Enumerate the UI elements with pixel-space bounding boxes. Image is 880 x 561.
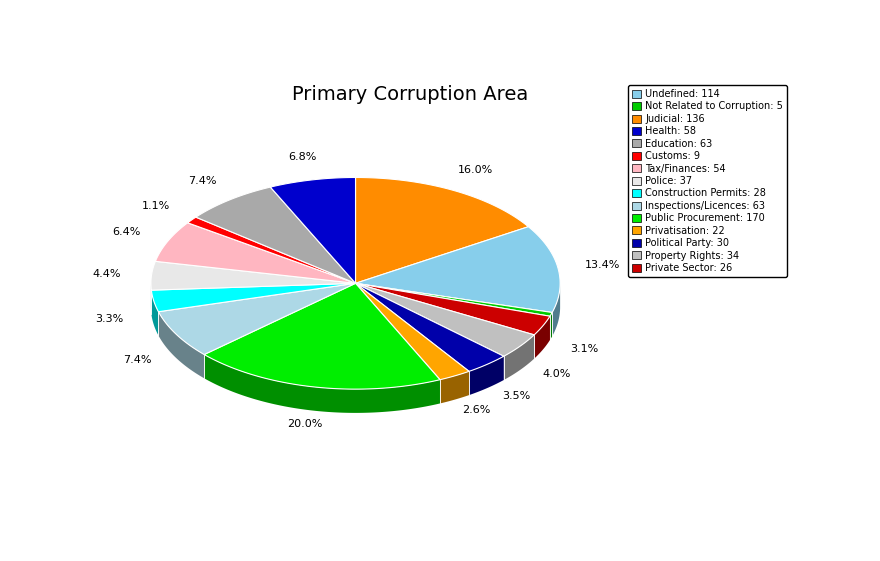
Polygon shape <box>356 283 469 380</box>
Text: 20.0%: 20.0% <box>288 419 323 429</box>
Text: 4.0%: 4.0% <box>542 369 571 379</box>
Legend: Undefined: 114, Not Related to Corruption: 5, Judicial: 136, Health: 58, Educati: Undefined: 114, Not Related to Corruptio… <box>627 85 787 277</box>
Polygon shape <box>550 312 552 340</box>
Polygon shape <box>356 177 528 283</box>
Text: 6.8%: 6.8% <box>288 152 317 162</box>
Polygon shape <box>204 355 440 413</box>
Polygon shape <box>356 227 560 312</box>
Polygon shape <box>187 217 356 283</box>
Text: 1.1%: 1.1% <box>142 201 170 211</box>
Polygon shape <box>534 316 550 358</box>
Text: Primary Corruption Area: Primary Corruption Area <box>292 85 528 104</box>
Text: 7.4%: 7.4% <box>123 355 151 365</box>
Polygon shape <box>158 283 356 355</box>
Text: 6.4%: 6.4% <box>113 227 141 237</box>
Text: 16.0%: 16.0% <box>458 165 494 175</box>
Polygon shape <box>151 261 356 290</box>
Polygon shape <box>356 283 552 316</box>
Polygon shape <box>158 312 204 378</box>
Polygon shape <box>151 290 158 335</box>
Text: 13.4%: 13.4% <box>585 260 620 270</box>
Text: 4.4%: 4.4% <box>92 269 121 279</box>
Polygon shape <box>552 284 560 336</box>
Polygon shape <box>156 223 356 283</box>
Polygon shape <box>151 283 356 312</box>
Polygon shape <box>469 356 503 395</box>
Polygon shape <box>356 283 534 356</box>
Polygon shape <box>440 371 469 403</box>
Text: 3.3%: 3.3% <box>95 314 123 324</box>
Text: 3.1%: 3.1% <box>570 344 598 355</box>
Polygon shape <box>356 283 503 371</box>
Text: 3.5%: 3.5% <box>502 392 531 401</box>
Text: 2.6%: 2.6% <box>463 406 491 416</box>
Polygon shape <box>270 177 356 283</box>
Polygon shape <box>204 283 440 389</box>
Text: 7.4%: 7.4% <box>187 177 216 186</box>
Polygon shape <box>356 283 550 335</box>
Polygon shape <box>196 187 356 283</box>
Polygon shape <box>503 335 534 380</box>
